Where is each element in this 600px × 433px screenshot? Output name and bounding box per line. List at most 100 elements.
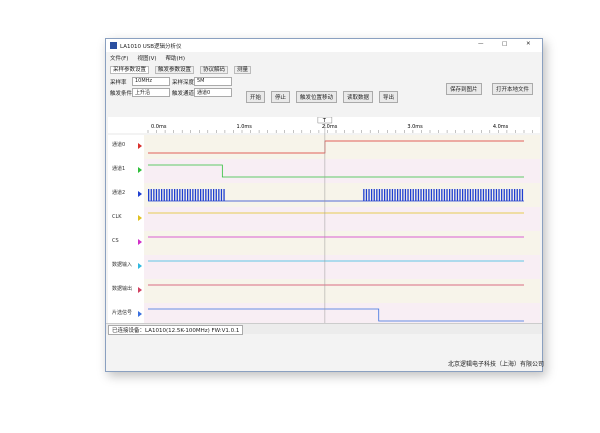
time-label: 0.0ms: [151, 124, 167, 130]
row-bg: [108, 255, 540, 279]
tab[interactable]: 采样参数设置: [110, 66, 150, 74]
pulse: [174, 189, 176, 201]
pulse: [480, 189, 482, 201]
dropdown[interactable]: 5M: [194, 77, 232, 86]
pulse: [409, 189, 412, 201]
time-label: 3.0ms: [407, 124, 423, 130]
channel-arrow: [138, 215, 142, 221]
menu-item[interactable]: 帮助(H): [165, 56, 185, 62]
toolbar-button[interactable]: 保存到图片: [446, 83, 482, 95]
minimize-button[interactable]: —: [478, 41, 484, 47]
tab[interactable]: 触发参数设置: [155, 66, 195, 74]
pulse: [189, 189, 191, 201]
app-window: LA1010 USB逻辑分析仪 — □ ✕ 文件(F) 视图(V) 帮助(H) 采样…: [105, 38, 545, 372]
toolbar-button[interactable]: 读取数据: [343, 91, 374, 103]
pulse: [464, 189, 466, 201]
pulse: [213, 189, 215, 201]
cursor-label: T: [322, 118, 327, 124]
channel-arrow: [138, 167, 142, 173]
pulse: [155, 189, 158, 201]
pulse: [363, 189, 365, 201]
channel-label: 通道0: [112, 141, 125, 148]
channel-label: 数据输入: [112, 261, 132, 268]
pulse: [376, 189, 378, 201]
pulse: [171, 189, 173, 201]
channel-arrow: [138, 311, 142, 317]
time-label: 2.0ms: [322, 124, 338, 130]
channel-arrow: [138, 239, 142, 245]
row-bg: [108, 279, 540, 303]
pulse: [184, 189, 186, 201]
pulse: [415, 189, 417, 201]
toolbar-button[interactable]: 导出: [379, 91, 399, 103]
toolbar-button[interactable]: 开始: [246, 91, 266, 103]
pulse: [428, 189, 430, 201]
pulse: [451, 189, 453, 201]
pulse: [506, 189, 508, 201]
device-tab[interactable]: 已连接设备：LA1010(12.5K-100MHz) FW:V1.0.1: [108, 325, 244, 335]
pulse: [461, 189, 464, 201]
pulse: [370, 189, 373, 201]
pulse: [513, 189, 516, 201]
field-label: 触发通道: [172, 91, 195, 97]
waveform: [148, 164, 524, 178]
pulse: [503, 189, 505, 201]
field-label: 采样深度: [172, 80, 195, 86]
pulse: [454, 189, 456, 201]
pulse: [490, 189, 492, 201]
pulse: [148, 189, 150, 201]
dropdown[interactable]: 上升沿: [132, 88, 170, 97]
pulse: [407, 189, 409, 201]
pulse: [166, 189, 168, 201]
pulse: [402, 189, 404, 201]
pulse: [218, 189, 220, 201]
dropdown[interactable]: 通道0: [194, 88, 232, 97]
dropdown[interactable]: 10MHz: [132, 77, 170, 86]
channel-label: 通道2: [112, 189, 125, 196]
pulse: [412, 189, 414, 201]
pulse: [511, 189, 513, 201]
pulse: [179, 189, 181, 201]
channel-label: 通道1: [112, 165, 125, 172]
tab-bar: 采样参数设置 触发参数设置 协议解码 测量: [110, 65, 257, 74]
pulse: [378, 189, 381, 201]
menu-bar: 文件(F) 视图(V) 帮助(H): [110, 54, 194, 62]
menu-item[interactable]: 视图(V): [137, 56, 157, 62]
channel-arrow: [138, 263, 142, 269]
company-name: 北京逻辑电子科技（上海）有限公司: [448, 361, 545, 368]
field-label: 采样率: [110, 80, 127, 86]
channel-label: 数据输出: [112, 285, 132, 292]
pulse: [456, 189, 459, 201]
pulse: [215, 189, 217, 201]
pulse: [168, 189, 171, 201]
pulse: [443, 189, 446, 201]
pulse: [495, 189, 498, 201]
tab[interactable]: 测量: [234, 66, 252, 74]
pulse: [498, 189, 500, 201]
pulse: [197, 189, 199, 201]
pulse: [493, 189, 495, 201]
toolbar-button[interactable]: 打开本地文件: [492, 83, 534, 95]
close-button[interactable]: ✕: [526, 41, 531, 47]
pulse: [223, 189, 225, 201]
menu-item[interactable]: 文件(F): [110, 56, 129, 62]
pulse: [482, 189, 485, 201]
pulse: [181, 189, 184, 201]
pulse: [205, 189, 207, 201]
pulse: [433, 189, 435, 201]
pulse: [187, 189, 189, 201]
pulse: [389, 189, 391, 201]
pulse: [381, 189, 383, 201]
pulse: [467, 189, 469, 201]
tab[interactable]: 协议解码: [200, 66, 229, 74]
pulse: [425, 189, 427, 201]
row-bg: [108, 231, 540, 255]
toolbar-button[interactable]: 触发位置移动: [296, 91, 338, 103]
maximize-button[interactable]: □: [502, 41, 508, 47]
pulse: [438, 189, 440, 201]
pulse: [368, 189, 370, 201]
pulse: [176, 189, 178, 201]
window-title: LA1010 USB逻辑分析仪: [120, 44, 182, 50]
title-bar: LA1010 USB逻辑分析仪 — □ ✕: [106, 39, 542, 52]
toolbar-button[interactable]: 停止: [271, 91, 291, 103]
